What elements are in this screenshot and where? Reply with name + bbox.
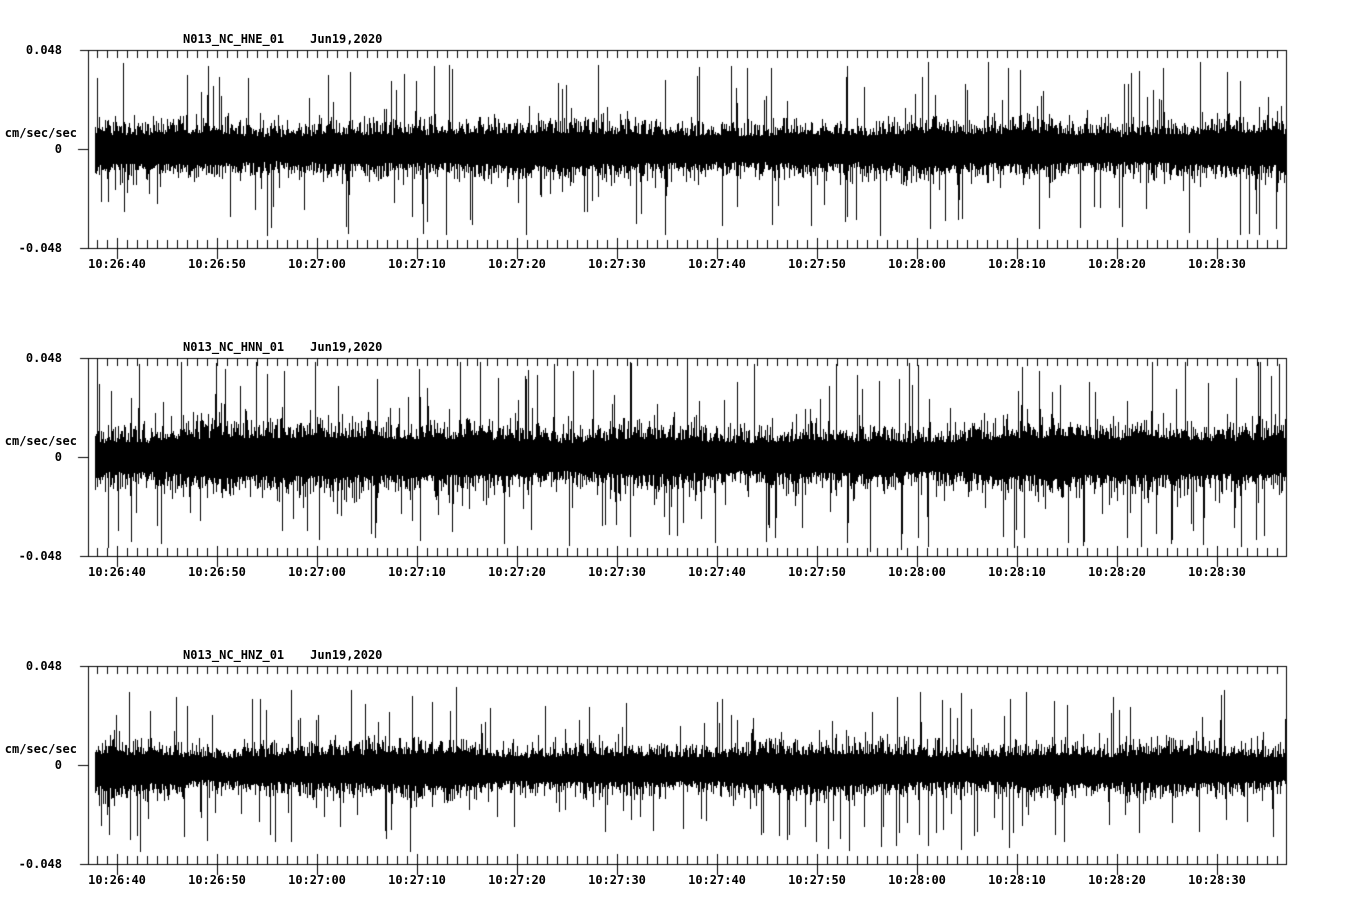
ytick-max-label: 0.048 xyxy=(25,659,62,673)
ytick-zero-label: 0 xyxy=(54,450,62,464)
xtick-label: 10:27:40 xyxy=(688,565,746,579)
ytick-min-label: -0.048 xyxy=(18,857,62,871)
ytick-zero-label: 0 xyxy=(54,758,62,772)
xtick-label: 10:27:40 xyxy=(688,257,746,271)
xtick-label: 10:28:20 xyxy=(1088,873,1146,887)
xtick-label: 10:28:20 xyxy=(1088,257,1146,271)
xtick-label: 10:27:30 xyxy=(588,257,646,271)
xtick-labels-row: 10:26:40 10:26:50 10:27:00 10:27:10 10:27:20… xyxy=(88,257,1298,273)
xtick-label: 10:26:50 xyxy=(188,873,246,887)
xtick-label: 10:26:40 xyxy=(88,873,146,887)
xtick-label: 10:27:50 xyxy=(788,873,846,887)
y-axis-unit-label: cm/sec/sec xyxy=(4,126,77,140)
xtick-label: 10:27:50 xyxy=(788,565,846,579)
xtick-label: 10:28:10 xyxy=(988,565,1046,579)
xtick-label: 10:28:30 xyxy=(1188,565,1246,579)
ytick-min-label: -0.048 xyxy=(18,241,62,255)
xtick-label: 10:28:10 xyxy=(988,257,1046,271)
xtick-label: 10:27:00 xyxy=(288,257,346,271)
xtick-label: 10:28:20 xyxy=(1088,565,1146,579)
trace-panel-hnz: N013_NC_HNZ_01Jun19,2020 0.048 cm/sec/se… xyxy=(0,616,1358,923)
xtick-label: 10:26:50 xyxy=(188,565,246,579)
xtick-label: 10:27:50 xyxy=(788,257,846,271)
xtick-label: 10:28:00 xyxy=(888,873,946,887)
xtick-label: 10:26:50 xyxy=(188,257,246,271)
waveform-canvas-hnn xyxy=(70,344,1298,570)
xtick-labels-row: 10:26:40 10:26:50 10:27:00 10:27:10 10:27:20… xyxy=(88,873,1298,889)
xtick-label: 10:27:30 xyxy=(588,873,646,887)
xtick-label: 10:27:30 xyxy=(588,565,646,579)
trace-panel-hnn: N013_NC_HNN_01Jun19,2020 0.048 cm/sec/se… xyxy=(0,308,1358,615)
xtick-label: 10:27:40 xyxy=(688,873,746,887)
waveform-canvas-hnz xyxy=(70,652,1298,878)
ytick-max-label: 0.048 xyxy=(25,43,62,57)
xtick-label: 10:28:00 xyxy=(888,257,946,271)
xtick-label: 10:27:20 xyxy=(488,257,546,271)
xtick-label: 10:27:10 xyxy=(388,257,446,271)
ytick-zero-label: 0 xyxy=(54,142,62,156)
xtick-labels-row: 10:26:40 10:26:50 10:27:00 10:27:10 10:27:20… xyxy=(88,565,1298,581)
trace-panel-hne: N013_NC_HNE_01Jun19,2020 0.048 cm/sec/se… xyxy=(0,0,1358,307)
xtick-label: 10:26:40 xyxy=(88,257,146,271)
xtick-label: 10:27:10 xyxy=(388,873,446,887)
xtick-label: 10:28:10 xyxy=(988,873,1046,887)
ytick-max-label: 0.048 xyxy=(25,351,62,365)
xtick-label: 10:26:40 xyxy=(88,565,146,579)
xtick-label: 10:27:20 xyxy=(488,873,546,887)
xtick-label: 10:28:00 xyxy=(888,565,946,579)
xtick-label: 10:27:20 xyxy=(488,565,546,579)
y-axis-unit-label: cm/sec/sec xyxy=(4,434,77,448)
xtick-label: 10:27:00 xyxy=(288,565,346,579)
xtick-label: 10:27:00 xyxy=(288,873,346,887)
xtick-label: 10:28:30 xyxy=(1188,873,1246,887)
xtick-label: 10:27:10 xyxy=(388,565,446,579)
ytick-min-label: -0.048 xyxy=(18,549,62,563)
xtick-label: 10:28:30 xyxy=(1188,257,1246,271)
y-axis-unit-label: cm/sec/sec xyxy=(4,742,77,756)
waveform-canvas-hne xyxy=(70,36,1298,262)
